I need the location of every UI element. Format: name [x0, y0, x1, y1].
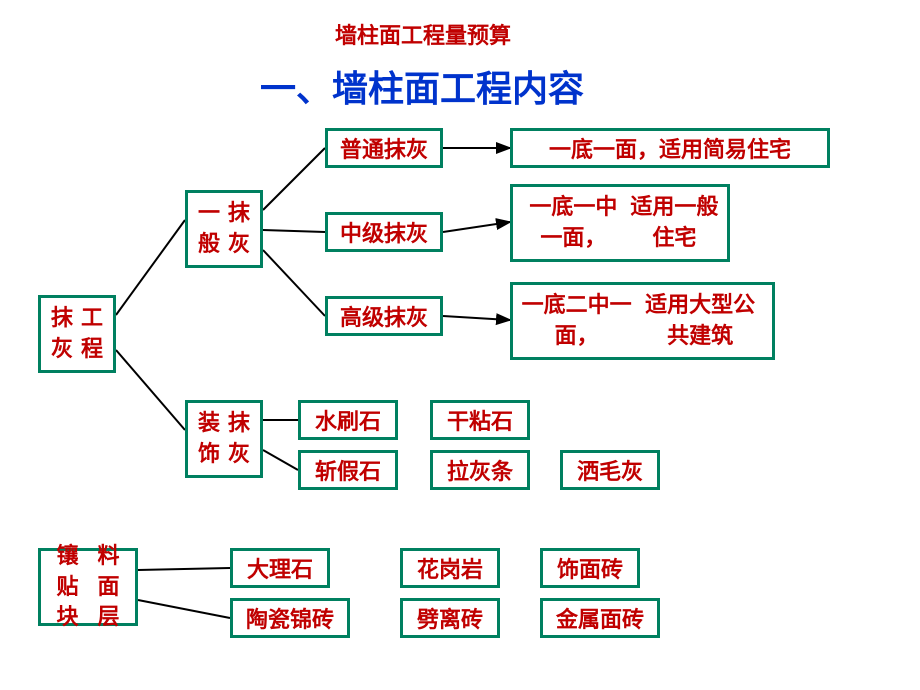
node-desc2: 一底一中一面，适用一般住宅: [510, 184, 730, 262]
node-root1: 抹灰工程: [38, 295, 116, 373]
node-putong: 普通抹灰: [325, 128, 443, 168]
node-pili: 劈离砖: [400, 598, 500, 638]
node-huagang: 花岗岩: [400, 548, 500, 588]
page-title: 墙柱面工程量预算: [335, 18, 511, 50]
node-shuishua: 水刷石: [298, 400, 398, 440]
node-decor: 装饰抹灰: [185, 400, 263, 478]
node-desc3: 一底二中一面，适用大型公共建筑: [510, 282, 775, 360]
node-zhanjia: 斩假石: [298, 450, 398, 490]
node-dali: 大理石: [230, 548, 330, 588]
node-lahuitiao: 拉灰条: [430, 450, 530, 490]
node-samaohui: 洒毛灰: [560, 450, 660, 490]
node-root2: 镶贴块料面层: [38, 548, 138, 626]
section-title: 一、墙柱面工程内容: [260, 60, 584, 112]
node-zhongji: 中级抹灰: [325, 212, 443, 252]
node-taoci: 陶瓷锦砖: [230, 598, 350, 638]
node-ganzhan: 干粘石: [430, 400, 530, 440]
node-shimian: 饰面砖: [540, 548, 640, 588]
node-gaoji: 高级抹灰: [325, 296, 443, 336]
node-general: 一般抹灰: [185, 190, 263, 268]
node-jinshu: 金属面砖: [540, 598, 660, 638]
node-desc1: 一底一面，适用简易住宅: [510, 128, 830, 168]
